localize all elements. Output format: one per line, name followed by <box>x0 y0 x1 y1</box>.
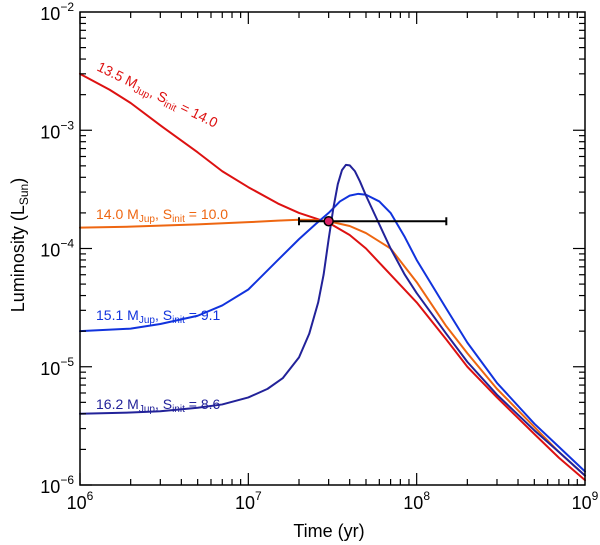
y-tick-label: 10−4 <box>40 237 74 261</box>
y-tick-label: 10−3 <box>40 118 74 142</box>
series-line-s14 <box>79 218 586 477</box>
y-tick-label: 10−2 <box>40 0 74 24</box>
axes-layer <box>79 11 586 486</box>
x-axis-label: Time (yr) <box>293 521 364 541</box>
y-tick-label: 10−6 <box>40 473 74 497</box>
x-tick-label: 109 <box>572 489 599 513</box>
tick-label-layer: 106 107 108 109 10−6 10−5 10−4 10−3 10−2 <box>40 0 598 513</box>
x-tick-label: 108 <box>403 489 430 513</box>
x-tick-label: 106 <box>67 489 94 513</box>
y-axis-label: Luminosity (LSun) <box>8 178 31 312</box>
data-point-marker <box>323 215 334 227</box>
series-label-s16: 16.2 MJup, Sinit = 8.6 <box>96 396 220 415</box>
x-tick-label: 107 <box>235 489 262 513</box>
series-line-s16 <box>79 163 586 477</box>
marker-layer <box>298 215 448 227</box>
series-line-s15 <box>79 192 586 473</box>
series-label-s14: 14.0 MJup, Sinit = 10.0 <box>96 206 228 225</box>
series-label-s15: 15.1 MJup, Sinit = 9.1 <box>96 307 220 326</box>
y-tick-label: 10−5 <box>40 355 74 379</box>
